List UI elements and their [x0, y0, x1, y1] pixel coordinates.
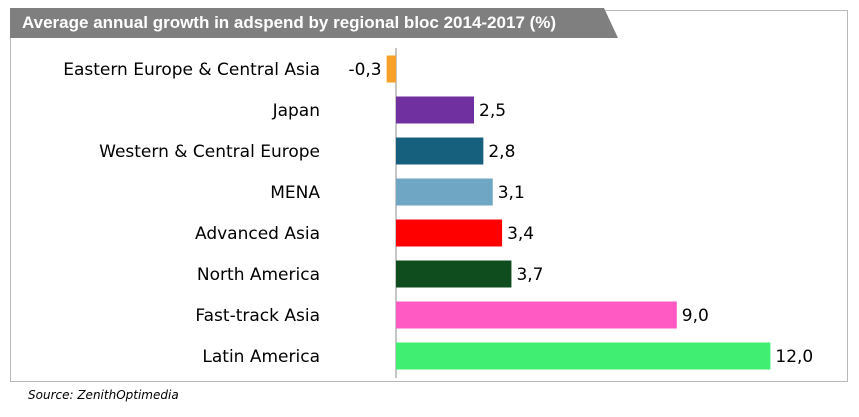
- bar: [396, 96, 474, 124]
- value-label: 2,8: [488, 142, 515, 162]
- category-label: Eastern Europe & Central Asia: [63, 60, 320, 80]
- chart-title: Average annual growth in adspend by regi…: [22, 13, 557, 32]
- value-label: 12,0: [775, 347, 813, 367]
- category-label: MENA: [270, 183, 320, 203]
- source-note: Source: ZenithOptimedia: [28, 388, 179, 402]
- category-label: North America: [197, 265, 320, 285]
- value-label: 9,0: [682, 306, 709, 326]
- value-label: 2,5: [479, 101, 506, 121]
- value-label: 3,7: [516, 265, 543, 285]
- category-label: Latin America: [202, 347, 320, 367]
- value-label: 3,4: [507, 224, 534, 244]
- bar: [396, 137, 484, 165]
- value-label: -0,3: [348, 60, 381, 80]
- category-label: Western & Central Europe: [99, 142, 320, 162]
- category-label: Japan: [272, 101, 320, 121]
- category-label: Advanced Asia: [195, 224, 320, 244]
- title-band: [10, 8, 618, 38]
- bar: [396, 178, 493, 206]
- value-label: 3,1: [498, 183, 525, 203]
- bar: [396, 219, 503, 247]
- bar: [396, 301, 677, 329]
- category-label: Fast-track Asia: [195, 306, 320, 326]
- bar: [396, 342, 771, 370]
- bar: [386, 55, 396, 83]
- bar: [396, 260, 512, 288]
